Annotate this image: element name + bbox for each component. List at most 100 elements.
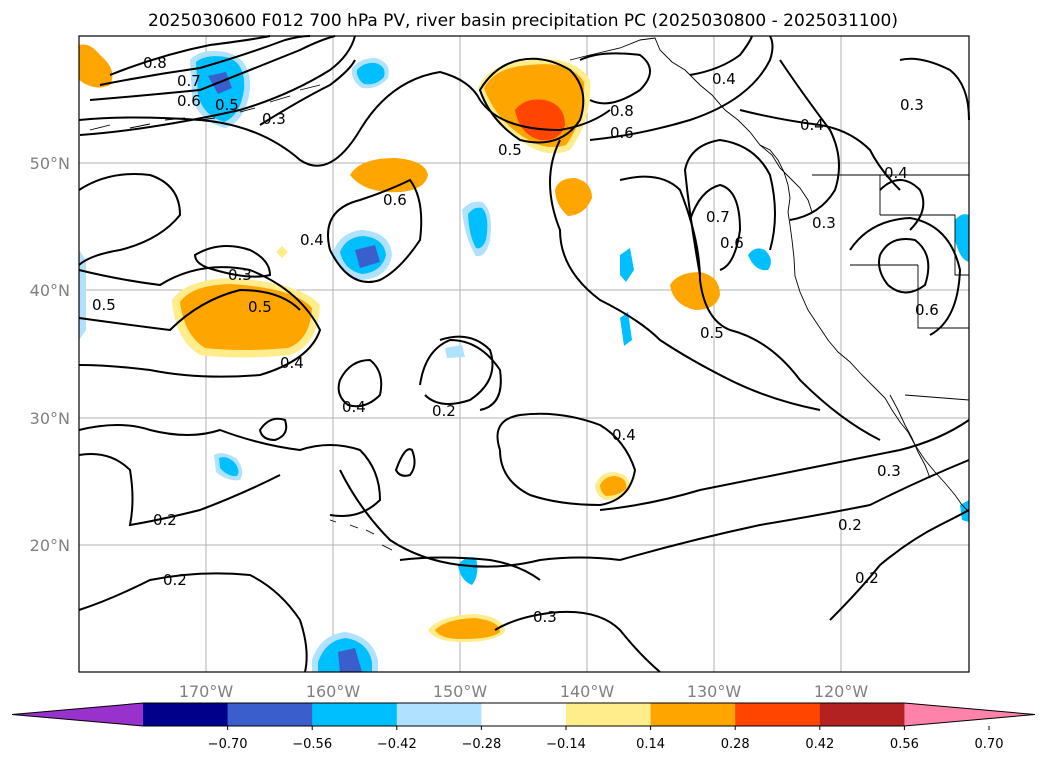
contour-label: 0.2 bbox=[855, 569, 879, 587]
contour-0.3-coast bbox=[779, 59, 840, 221]
longitude-labels: 170°W 160°W 150°W 140°W 130°W 120°W bbox=[179, 682, 869, 701]
colorbar-segment bbox=[735, 703, 821, 726]
positive-anomaly-49n bbox=[350, 158, 428, 193]
lon-label: 140°W bbox=[560, 682, 615, 701]
pv-contours bbox=[78, 35, 970, 673]
negative-anomaly-37n bbox=[620, 312, 632, 346]
map-title: 2025030600 F012 700 hPa PV, river basin … bbox=[148, 11, 898, 31]
colorbar-segment bbox=[650, 703, 736, 726]
contour-0.6-loop bbox=[327, 178, 423, 283]
colorbar-segment bbox=[566, 703, 652, 726]
contour-0.8-nw bbox=[109, 35, 271, 76]
contour-0.4-tongue bbox=[496, 412, 637, 507]
positive-anomaly-47n bbox=[555, 178, 592, 216]
contour-label: 0.4 bbox=[800, 116, 824, 134]
negative-anomaly-45n-east bbox=[955, 214, 969, 262]
colorbar-extend-low bbox=[12, 703, 143, 726]
alaska-coast bbox=[569, 37, 813, 213]
us-west-coast bbox=[789, 224, 970, 513]
contour-0.2-se2 bbox=[829, 509, 970, 621]
contour-label: 0.3 bbox=[228, 266, 252, 284]
contour-0.5-nw bbox=[79, 35, 356, 136]
contour-label: 0.5 bbox=[248, 298, 272, 316]
negative-anomaly-42n-coast bbox=[748, 248, 771, 271]
contour-0.6-gulf bbox=[589, 35, 774, 141]
colorbar-segment bbox=[143, 703, 229, 726]
lon-label: 150°W bbox=[433, 682, 488, 701]
contour-0.4-east bbox=[739, 109, 901, 191]
lon-label: 160°W bbox=[306, 682, 361, 701]
contour-0.4-gulf bbox=[689, 35, 753, 76]
contour-label: 0.3 bbox=[900, 96, 924, 114]
colorbar-segment bbox=[481, 703, 567, 726]
contour-small-loop-1 bbox=[258, 417, 288, 442]
positive-anomaly-15n-core bbox=[435, 618, 500, 639]
contour-0.2-mid bbox=[78, 424, 382, 517]
coastlines bbox=[89, 37, 970, 551]
colorbar-tick-label: −0.70 bbox=[208, 737, 248, 752]
colorbar-segment bbox=[819, 703, 905, 726]
colorbar-segment bbox=[227, 703, 313, 726]
lon-label: 170°W bbox=[179, 682, 234, 701]
negative-anomaly-56n-core bbox=[356, 62, 385, 85]
colorbar-outline bbox=[11, 702, 1036, 727]
negative-anomaly-27n-core bbox=[219, 457, 239, 477]
contour-0.7-nw bbox=[99, 35, 311, 86]
lat-label: 50°N bbox=[30, 154, 70, 173]
contour-label: 0.5 bbox=[92, 296, 116, 314]
contour-0.3-loop-west bbox=[193, 245, 272, 278]
contour-label: 0.3 bbox=[262, 110, 286, 128]
colorbar-segment bbox=[396, 703, 482, 726]
contour-0.3-sw bbox=[399, 556, 541, 581]
colorbar-tick-label: −0.28 bbox=[461, 737, 501, 752]
contour-west-edge bbox=[78, 173, 182, 266]
colorbar: −0.70 −0.56 −0.42 −0.28 −0.14 0.14 0.28 0.42 0.5… bbox=[11, 702, 1036, 752]
lat-label: 30°N bbox=[30, 409, 70, 428]
contour-label: 0.3 bbox=[533, 608, 557, 626]
contour-label: 0.2 bbox=[432, 402, 456, 420]
contour-label: 0.3 bbox=[812, 214, 836, 232]
negative-anomaly-35n bbox=[445, 345, 465, 358]
contour-label: 0.6 bbox=[915, 301, 939, 319]
contour-0.2-se bbox=[619, 459, 970, 561]
contour-0.6-nw bbox=[89, 35, 336, 101]
colorbar-extend-high bbox=[904, 703, 1035, 726]
contour-label: 0.2 bbox=[153, 511, 177, 529]
contour-0.7-trough bbox=[689, 183, 742, 271]
contour-0.2-loop bbox=[419, 338, 502, 411]
contour-label: 0.6 bbox=[720, 234, 744, 252]
contour-0.2-sw bbox=[78, 453, 281, 527]
contour-label: 0.6 bbox=[383, 191, 407, 209]
negative-anomaly-10n-strong bbox=[338, 648, 362, 672]
contour-0.5-midpac bbox=[78, 288, 301, 332]
colorbar-segment bbox=[312, 703, 398, 726]
latitude-labels: 50°N 40°N 30°N 20°N bbox=[30, 154, 70, 555]
contour-0.3-south bbox=[599, 419, 970, 511]
border-states bbox=[850, 175, 970, 401]
positive-anomaly-tiny bbox=[276, 246, 288, 258]
contour-label: 0.4 bbox=[712, 70, 736, 88]
contour-label: 0.7 bbox=[706, 208, 730, 226]
contour-0.4-midpac bbox=[78, 266, 322, 378]
contour-0.4-central bbox=[424, 335, 494, 405]
negative-anomaly-18n bbox=[458, 557, 478, 585]
colorbar-tick-label: 0.14 bbox=[636, 737, 665, 752]
bc-coast bbox=[759, 144, 791, 226]
negative-anomaly-41n bbox=[620, 248, 634, 282]
contour-0.6-east-loop bbox=[878, 238, 930, 294]
contour-label: 0.4 bbox=[342, 398, 366, 416]
contour-label: 0.6 bbox=[610, 124, 634, 142]
contour-0.6-trough bbox=[683, 138, 776, 276]
contour-0.4-small-loop bbox=[337, 358, 383, 408]
contour-label: 0.8 bbox=[143, 54, 167, 72]
lat-label: 40°N bbox=[30, 281, 70, 300]
contour-label: 0.5 bbox=[700, 324, 724, 342]
colorbar-tick-label: 0.56 bbox=[890, 737, 919, 752]
contour-0.5-main bbox=[78, 70, 611, 167]
positive-anomaly-northwest bbox=[79, 44, 113, 88]
baja-coast bbox=[889, 394, 931, 479]
contour-label: 0.4 bbox=[300, 231, 324, 249]
colorbar-tick-label: 0.42 bbox=[805, 737, 834, 752]
contour-label: 0.7 bbox=[177, 72, 201, 90]
contour-0.2-lower bbox=[78, 572, 308, 673]
